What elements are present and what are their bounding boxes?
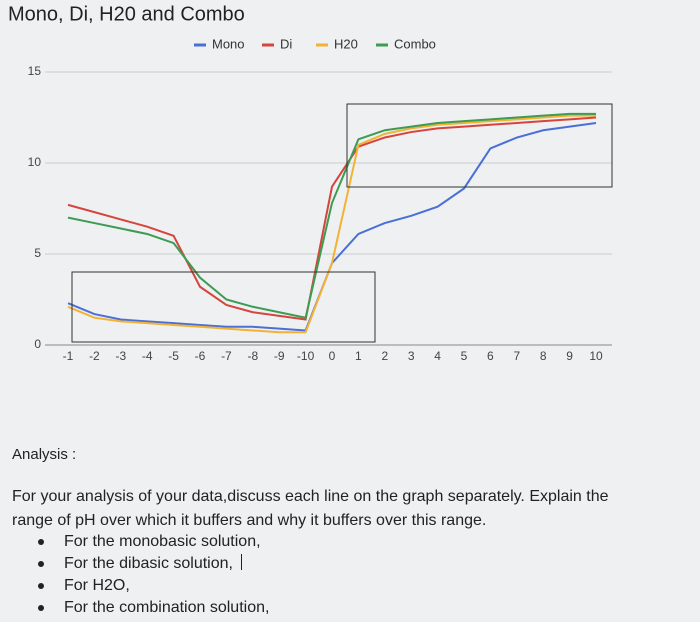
legend-label: H20 (334, 36, 358, 51)
x-tick-label: -6 (195, 349, 206, 363)
bullet-list: For the monobasic solution, For the dibas… (30, 531, 269, 619)
bullet-text: For the combination solution, (64, 599, 270, 616)
x-tick-label: 0 (329, 349, 336, 363)
series-line (67, 112, 596, 319)
x-tick-label: 10 (589, 349, 603, 363)
x-tick-label: -3 (115, 349, 126, 363)
y-tick-label: 0 (34, 337, 41, 351)
x-tick-label: -7 (221, 349, 232, 363)
series-line (67, 116, 597, 321)
legend-label: Combo (394, 36, 436, 51)
x-tick-label: 5 (461, 349, 468, 363)
chart-title: Mono, Di, H20 and Combo (8, 3, 245, 25)
x-tick-label: 2 (381, 349, 388, 363)
legend-label: Di (280, 36, 292, 51)
x-tick-label: -8 (247, 349, 258, 363)
annotation-box (71, 271, 376, 343)
legend-label: Mono (212, 36, 245, 51)
bullet-text: For the monobasic solution, (64, 533, 261, 550)
y-tick-label: 5 (34, 246, 41, 260)
x-tick-label: 8 (540, 349, 547, 363)
y-tick-label: 10 (28, 155, 42, 169)
bullet-text: For the dibasic solution, (64, 555, 233, 572)
x-tick-label: -9 (274, 349, 285, 363)
x-tick-label: 3 (408, 349, 415, 363)
x-tick-label: 9 (566, 349, 573, 363)
x-tick-label: 7 (513, 349, 520, 363)
y-tick-label: 15 (28, 64, 42, 78)
series-line (67, 114, 596, 334)
bullet-item: For the combination solution, (30, 597, 269, 619)
x-tick-label: -1 (63, 349, 74, 363)
x-tick-label: -2 (89, 349, 100, 363)
analysis-prompt: For your analysis of your data,discuss e… (12, 488, 609, 529)
x-tick-label: 1 (355, 349, 362, 363)
bullet-item: For the dibasic solution, (30, 553, 269, 575)
x-tick-label: 6 (487, 349, 494, 363)
analysis-label: Analysis : (12, 446, 77, 463)
bullet-item: For the monobasic solution, (30, 531, 269, 553)
x-tick-label: -10 (297, 349, 315, 363)
text-cursor (240, 554, 242, 570)
bullet-item: For H2O, (30, 575, 269, 597)
x-tick-label: 4 (434, 349, 441, 363)
annotation-box (346, 103, 613, 188)
x-tick-label: -5 (168, 349, 179, 363)
bullet-text: For H2O, (64, 577, 130, 594)
x-tick-label: -4 (142, 349, 153, 363)
